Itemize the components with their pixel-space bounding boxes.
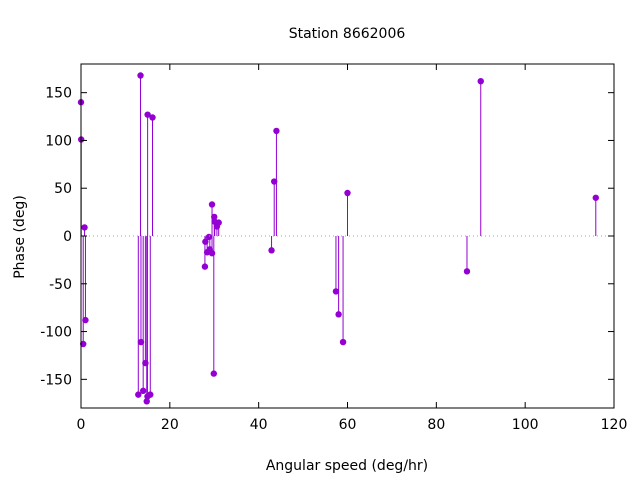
data-point [271,178,278,185]
x-axis-label: Angular speed (deg/hr) [266,458,428,474]
data-point [147,391,154,398]
data-point [135,391,142,398]
data-point [81,224,88,231]
y-tick-label: 100 [45,133,72,149]
x-tick-label: 80 [427,417,445,433]
data-point [82,316,89,324]
data-point [477,78,484,85]
y-tick-label: -150 [40,372,72,388]
data-point [144,111,151,118]
x-tick-label: 100 [512,417,539,433]
data-point [201,263,209,270]
data-point [143,398,150,405]
x-tick-label: 40 [250,417,268,433]
chart-marks [77,72,599,405]
y-axis-label: Phase (deg) [12,195,28,279]
data-point [139,387,147,394]
data-point [137,72,144,79]
data-point [208,201,216,208]
data-point [215,219,222,226]
data-point [80,340,87,348]
x-tick-label: 120 [601,417,628,433]
data-point [268,247,275,254]
y-tick-label: 0 [63,229,72,245]
data-point [273,127,280,135]
data-point [332,288,340,295]
y-tick-label: -50 [49,277,72,293]
y-tick-label: 150 [45,86,72,102]
data-point [149,114,156,121]
data-point [211,213,218,221]
data-point [463,268,471,275]
data-point [344,189,351,197]
data-point [335,311,342,318]
data-point [210,370,218,377]
chart-axes: 0 20 40 60 80 100 120 -150 -100 -50 0 50 100 150 [40,63,628,433]
data-point [339,338,347,346]
y-tick-label: -100 [40,325,72,341]
x-tick-label: 60 [339,417,357,433]
chart-title: Station 8662006 [289,26,406,42]
data-point [592,194,599,201]
y-tick-label: 50 [54,181,72,197]
data-point [137,338,145,346]
data-point [205,233,213,241]
x-tick-label: 20 [161,417,179,433]
x-tick-label: 0 [77,417,86,433]
